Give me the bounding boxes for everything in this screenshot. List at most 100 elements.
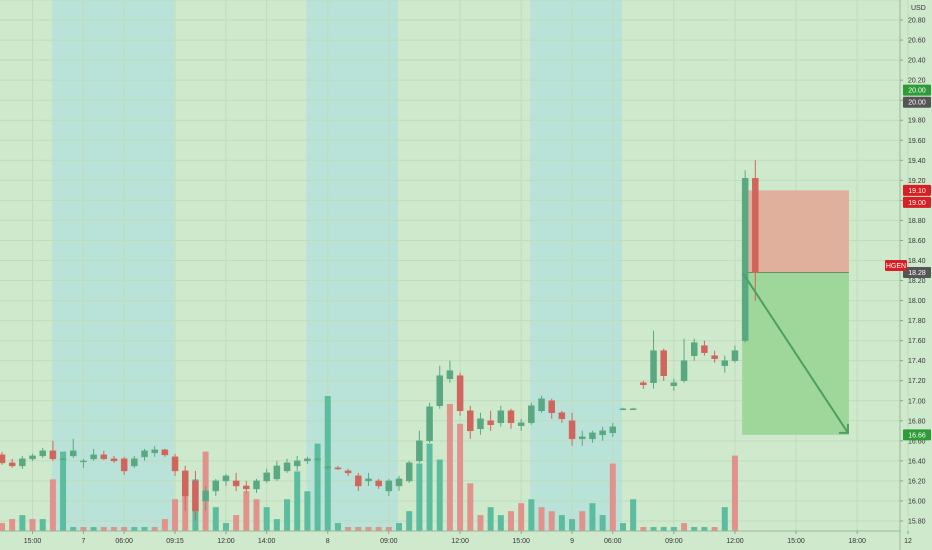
high-price-badge-dark-text: 20.00 bbox=[908, 100, 926, 107]
arrow-head bbox=[838, 423, 849, 434]
stop-price-badge-2-box bbox=[903, 196, 931, 208]
volume-bar bbox=[558, 515, 565, 531]
candle-body bbox=[680, 360, 688, 381]
candle-body bbox=[232, 480, 240, 487]
candle-body bbox=[446, 370, 454, 379]
candle-body bbox=[701, 345, 708, 353]
high-price-badge: 20.00 bbox=[903, 84, 931, 96]
price-axis[interactable]: 15.80 16.00 16.20 16.40 16.60 16.80 17.00 17.20… bbox=[900, 5, 926, 525]
volume-bar bbox=[80, 527, 87, 531]
candlesticks bbox=[0, 160, 759, 521]
candle-body bbox=[477, 418, 484, 430]
candle-body bbox=[405, 462, 413, 482]
volume-bar bbox=[294, 471, 301, 531]
candle-body bbox=[100, 454, 108, 460]
candle-body bbox=[436, 375, 443, 407]
y-tick-label: 19.20 bbox=[908, 178, 926, 185]
volume-bar bbox=[579, 511, 586, 531]
candle-body bbox=[253, 480, 260, 490]
last-price-badge: 18.28 bbox=[903, 267, 931, 279]
y-tick-label: 20.60 bbox=[908, 38, 926, 45]
volume-bar bbox=[681, 523, 688, 531]
volume-bar bbox=[253, 499, 260, 531]
high-price-badge-box bbox=[903, 84, 931, 96]
x-tick-label: 7 bbox=[81, 538, 85, 545]
volume-bar bbox=[599, 515, 606, 531]
candle-body bbox=[365, 478, 372, 482]
y-tick-label: 20.40 bbox=[908, 58, 926, 65]
volume-bar bbox=[446, 403, 453, 531]
volume-bar bbox=[365, 527, 372, 531]
volume-bar bbox=[487, 507, 494, 531]
last-price-badge-text: 18.28 bbox=[908, 270, 926, 277]
symbol-badge-box bbox=[885, 260, 907, 272]
y-tick-label: 18.00 bbox=[908, 298, 926, 305]
candle-body bbox=[273, 465, 281, 480]
volume-bar bbox=[538, 507, 545, 531]
volume-bar bbox=[416, 463, 423, 531]
candle-body bbox=[731, 350, 739, 361]
volume-bar bbox=[324, 396, 331, 531]
volume-bar bbox=[589, 503, 596, 531]
candle-body bbox=[90, 454, 97, 460]
y-tick-label: 18.80 bbox=[908, 218, 926, 225]
x-tick-label: 06:00 bbox=[604, 538, 622, 545]
volume-bar bbox=[70, 527, 77, 531]
time-axis[interactable]: 15:00 7 06:00 09:15 12:00 14:00 8 09:00 12:00 15:… bbox=[24, 531, 912, 545]
candle-body bbox=[202, 490, 209, 502]
candle-body bbox=[548, 400, 555, 414]
candle-body bbox=[497, 410, 505, 424]
volume-bar bbox=[569, 519, 576, 531]
candle-body bbox=[660, 350, 667, 376]
volume-bar bbox=[691, 527, 698, 531]
session-band bbox=[306, 0, 399, 531]
candle-body bbox=[619, 408, 627, 411]
y-tick-label: 16.00 bbox=[908, 498, 926, 505]
target-price-badge: 16.66 bbox=[903, 429, 931, 441]
volume-bar bbox=[660, 527, 667, 531]
volume-bar bbox=[110, 527, 117, 531]
volume-bar bbox=[548, 511, 555, 531]
candle-body bbox=[538, 398, 545, 412]
volume-bar bbox=[731, 455, 738, 531]
candle-body bbox=[385, 480, 393, 492]
y-tick-label: 19.40 bbox=[908, 158, 926, 165]
volume-bar bbox=[9, 519, 16, 531]
candle-body bbox=[528, 405, 535, 424]
stop-price-badge-box bbox=[903, 184, 931, 196]
y-tick-label: 17.80 bbox=[908, 318, 926, 325]
volume-bar bbox=[0, 523, 5, 531]
candle-body bbox=[487, 420, 494, 426]
y-tick-label: 19.80 bbox=[908, 118, 926, 125]
x-tick-label: 12:00 bbox=[217, 538, 235, 545]
volume-bar bbox=[640, 527, 647, 531]
volume-bar bbox=[121, 527, 128, 531]
candle-body bbox=[29, 455, 36, 460]
volume-bar bbox=[670, 527, 677, 531]
candle-body bbox=[131, 458, 138, 467]
volume-bar bbox=[406, 511, 413, 531]
y-tick-label: 18.20 bbox=[908, 278, 926, 285]
candle-body bbox=[293, 460, 301, 467]
volume-bar bbox=[508, 511, 514, 531]
volume-bars bbox=[0, 396, 738, 531]
volume-bar bbox=[396, 523, 403, 531]
candle-body bbox=[456, 375, 464, 412]
candle-body bbox=[19, 458, 26, 467]
y-tick-label: 16.60 bbox=[908, 438, 926, 445]
candle-body bbox=[70, 450, 77, 457]
candle-body bbox=[161, 449, 169, 456]
stop-price-badge: 19.10 bbox=[903, 184, 931, 196]
y-tick-label: 16.80 bbox=[908, 418, 926, 425]
candle-body bbox=[599, 430, 606, 436]
volume-bar bbox=[49, 479, 56, 531]
volume-bar bbox=[90, 527, 97, 531]
candle-body bbox=[426, 406, 433, 442]
volume-bar bbox=[355, 527, 362, 531]
candle-body bbox=[304, 458, 311, 462]
x-tick-label: 14:00 bbox=[258, 538, 276, 545]
y-tick-label: 17.40 bbox=[908, 358, 926, 365]
y-tick-label: 18.60 bbox=[908, 238, 926, 245]
candle-body bbox=[629, 408, 637, 411]
